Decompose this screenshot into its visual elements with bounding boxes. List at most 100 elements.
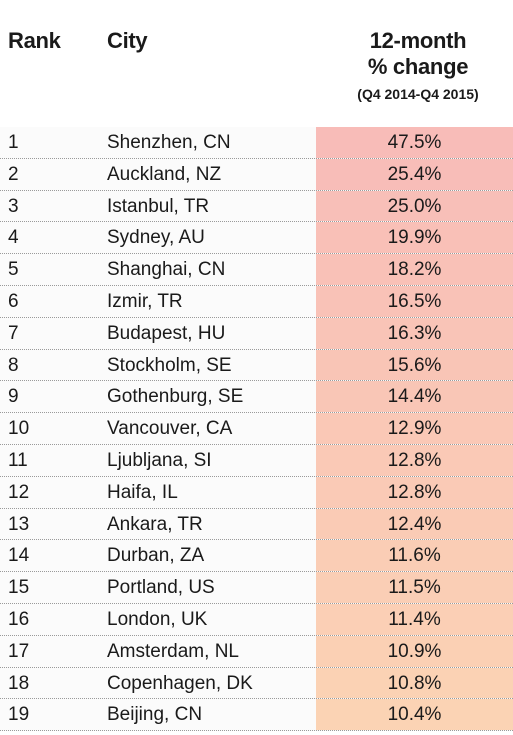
rank-cell: 5 <box>8 259 19 281</box>
city-column-header: City <box>107 28 148 53</box>
city-cell: Portland, US <box>107 577 215 599</box>
city-cell: Haifa, IL <box>107 481 178 503</box>
table-row: 3 Istanbul, TR 25.0% <box>0 190 513 223</box>
table-row: 5 Shanghai, CN 18.2% <box>0 254 513 286</box>
change-cell: 12.9% <box>316 413 513 444</box>
change-value: 10.4% <box>387 704 442 726</box>
rank-cell: 10 <box>8 418 30 440</box>
change-cell: 12.4% <box>316 508 513 540</box>
city-cell: Gothenburg, SE <box>107 386 244 408</box>
city-cell: Durban, ZA <box>107 545 205 567</box>
change-cell: 10.4% <box>316 699 513 731</box>
city-cell: Istanbul, TR <box>107 195 210 217</box>
table-row: 15 Portland, US 11.5% <box>0 572 513 604</box>
rank-cell: 6 <box>8 290 19 312</box>
table-row: 8 Stockholm, SE 15.6% <box>0 349 513 382</box>
city-cell: Shenzhen, CN <box>107 132 231 153</box>
change-cell: 10.9% <box>316 635 513 667</box>
ranking-table-body: 1 Shenzhen, CN 47.5% 2 Auckland, NZ 25.4% 3 Ist… <box>0 127 513 732</box>
change-value: 16.3% <box>387 322 442 344</box>
change-header-line1: 12-month <box>369 28 467 53</box>
change-cell: 47.5% <box>316 127 513 158</box>
change-column-header: 12-month % change (Q4 2014-Q4 2015) <box>318 28 513 105</box>
rank-cell: 14 <box>8 545 30 567</box>
rank-column-header: Rank <box>8 28 61 53</box>
city-cell: Budapest, HU <box>107 322 226 344</box>
rank-cell: 11 <box>8 449 28 471</box>
city-cell: Auckland, NZ <box>107 163 222 185</box>
table-header: Rank City 12-month % change (Q4 2014-Q4 … <box>0 0 513 126</box>
rank-cell: 4 <box>8 227 19 249</box>
change-cell: 25.4% <box>316 158 513 190</box>
table-row: 9 Gothenburg, SE 14.4% <box>0 381 513 414</box>
change-value: 12.9% <box>387 418 442 440</box>
change-cell: 10.8% <box>316 667 513 699</box>
table-row: 11 Ljubljana, SI 12.8% <box>0 444 513 477</box>
change-cell: 11.4% <box>316 603 513 635</box>
change-value: 47.5% <box>387 132 442 153</box>
change-value: 14.4% <box>387 386 442 408</box>
rank-cell: 15 <box>8 577 30 599</box>
rank-cell: 7 <box>8 322 19 344</box>
change-value: 12.8% <box>387 449 442 471</box>
city-cell: Izmir, TR <box>107 290 183 312</box>
city-cell: Stockholm, SE <box>107 354 232 376</box>
city-cell: Sydney, AU <box>107 227 205 249</box>
table-row: 2 Auckland, NZ 25.4% <box>0 158 513 191</box>
change-cell: 11.6% <box>316 540 513 572</box>
rank-cell: 9 <box>8 386 19 408</box>
change-value: 12.8% <box>387 481 442 503</box>
rank-cell: 17 <box>8 640 30 662</box>
rank-cell: 12 <box>8 481 30 503</box>
change-value: 25.4% <box>387 163 442 185</box>
rank-cell: 18 <box>8 672 30 694</box>
table-row: 16 London, UK 11.4% <box>0 603 513 636</box>
change-value: 16.5% <box>387 290 442 312</box>
change-cell: 12.8% <box>316 476 513 508</box>
change-cell: 14.4% <box>316 381 513 413</box>
change-value: 11.4% <box>388 608 441 630</box>
city-cell: Copenhagen, DK <box>107 672 253 694</box>
table-row: 14 Durban, ZA 11.6% <box>0 540 513 573</box>
table-row: 12 Haifa, IL 12.8% <box>0 476 513 509</box>
rank-cell: 1 <box>8 132 19 153</box>
change-value: 19.9% <box>387 227 442 249</box>
table-row: 10 Vancouver, CA 12.9% <box>0 413 513 445</box>
city-cell: Vancouver, CA <box>107 418 233 440</box>
change-cell: 18.2% <box>316 254 513 285</box>
city-cell: Amsterdam, NL <box>107 640 239 662</box>
change-value: 11.5% <box>388 577 441 599</box>
table-row: 6 Izmir, TR 16.5% <box>0 285 513 318</box>
change-value: 10.9% <box>387 640 442 662</box>
change-value: 11.6% <box>388 545 441 567</box>
table-row: 19 Beijing, CN 10.4% <box>0 699 513 732</box>
change-header-period: (Q4 2014-Q4 2015) <box>357 86 479 102</box>
change-cell: 15.6% <box>316 349 513 381</box>
change-value: 18.2% <box>387 259 442 281</box>
change-value: 15.6% <box>387 354 442 376</box>
change-cell: 16.3% <box>316 317 513 349</box>
rank-cell: 19 <box>8 704 30 726</box>
city-cell: Ljubljana, SI <box>107 449 212 471</box>
change-cell: 16.5% <box>316 285 513 317</box>
table-row: 4 Sydney, AU 19.9% <box>0 222 513 255</box>
table-row: 18 Copenhagen, DK 10.8% <box>0 667 513 700</box>
rank-cell: 16 <box>8 608 30 630</box>
city-cell: Ankara, TR <box>107 513 203 535</box>
city-cell: London, UK <box>107 608 208 630</box>
change-cell: 12.8% <box>316 444 513 476</box>
change-cell: 25.0% <box>316 190 513 222</box>
change-cell: 19.9% <box>316 222 513 254</box>
city-cell: Shanghai, CN <box>107 259 226 281</box>
change-cell: 11.5% <box>316 572 513 603</box>
change-value: 10.8% <box>387 672 442 694</box>
rank-cell: 2 <box>8 163 19 185</box>
table-row: 7 Budapest, HU 16.3% <box>0 317 513 350</box>
table-row: 13 Ankara, TR 12.4% <box>0 508 513 541</box>
change-value: 12.4% <box>387 513 442 535</box>
rank-cell: 3 <box>8 195 19 217</box>
table-row: 1 Shenzhen, CN 47.5% <box>0 127 513 159</box>
change-header-line2: % change <box>367 54 469 79</box>
table-row: 17 Amsterdam, NL 10.9% <box>0 635 513 668</box>
change-value: 25.0% <box>387 195 442 217</box>
